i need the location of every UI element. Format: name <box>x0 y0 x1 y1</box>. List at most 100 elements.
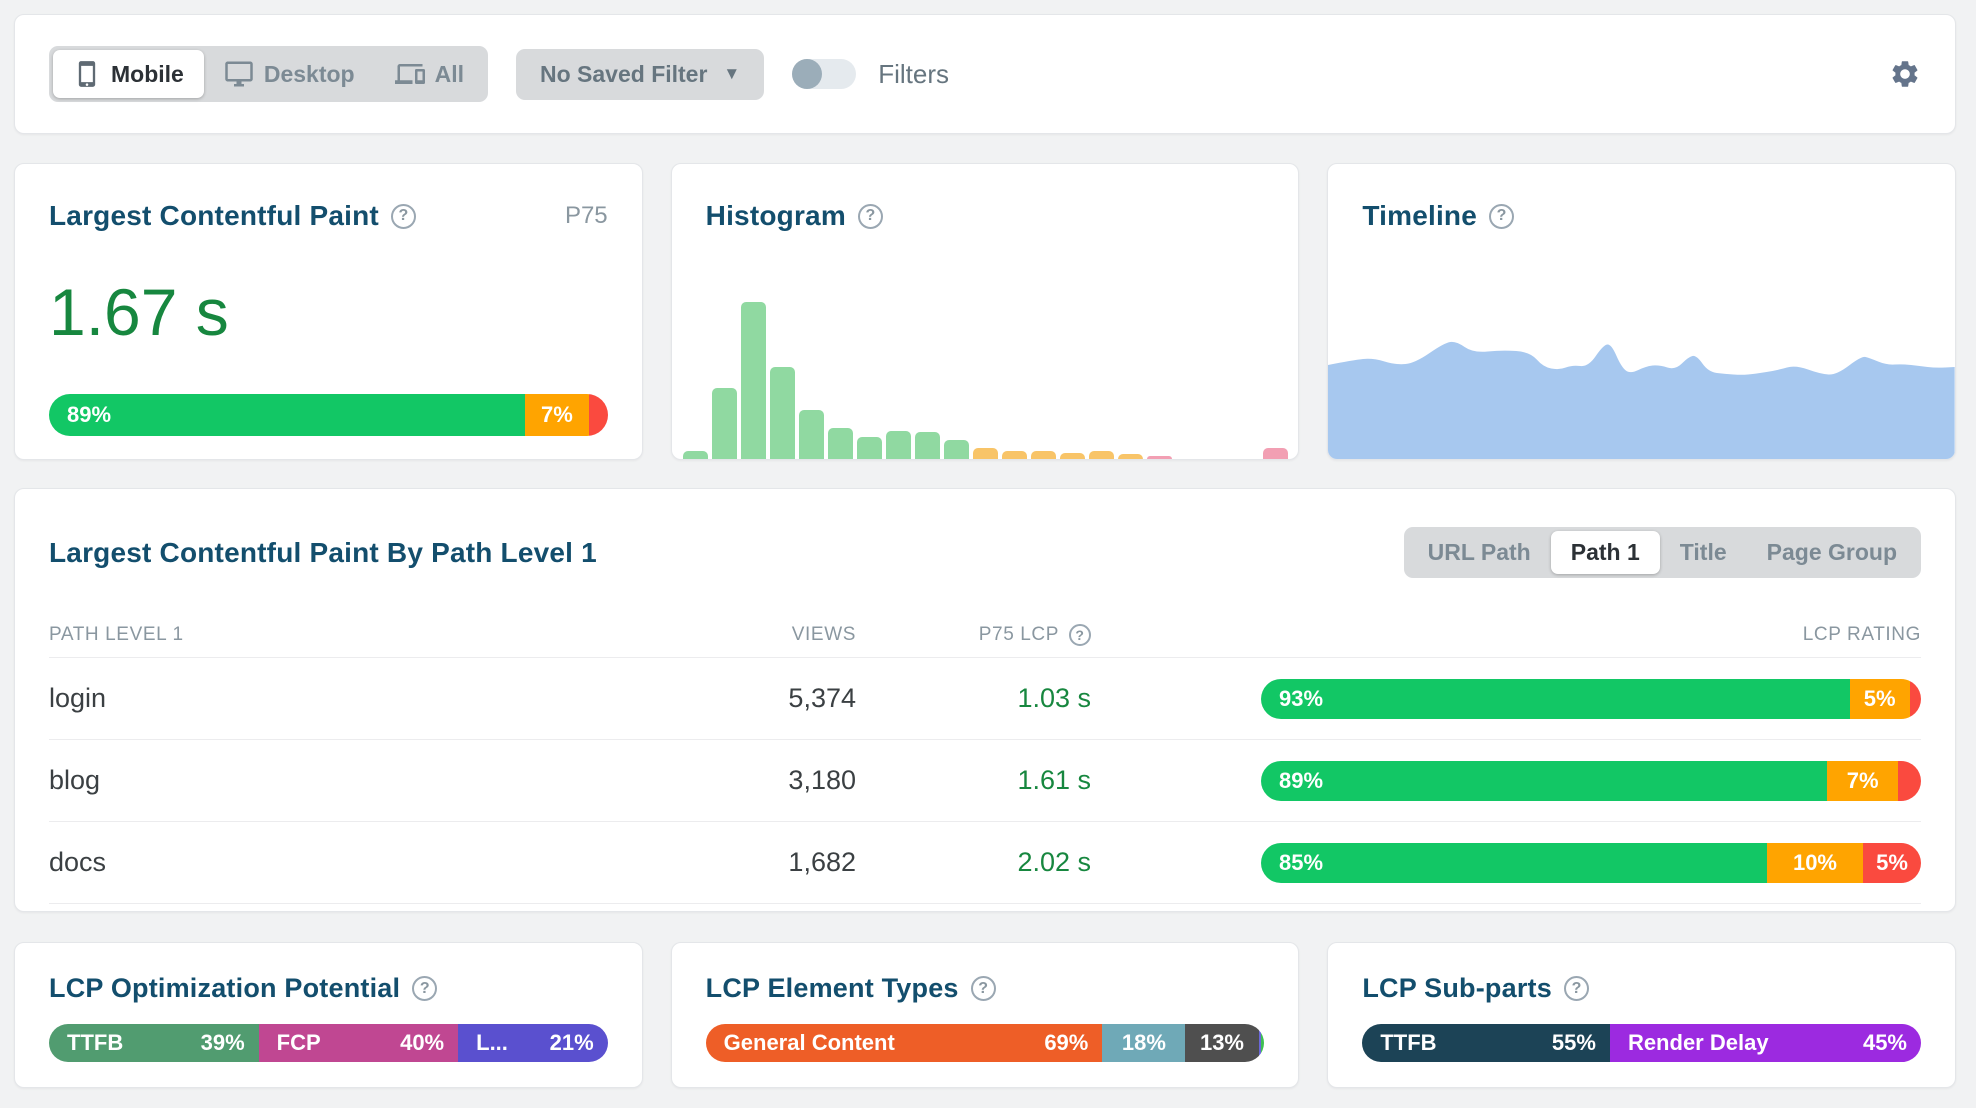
segment-percent: 18% <box>1121 1030 1166 1055</box>
toolbar: Mobile Desktop All No Saved Filter ▼ Fil… <box>14 14 1956 134</box>
timeline-card: Timeline ? <box>1327 163 1956 460</box>
device-tab-label: All <box>434 60 464 87</box>
rating-segment-poor <box>1909 678 1921 719</box>
histogram-bar <box>769 367 795 459</box>
histogram-card-title: Histogram <box>705 200 846 231</box>
segment-percent: 40% <box>400 1030 445 1055</box>
help-icon[interactable]: ? <box>390 203 416 229</box>
all-devices-icon <box>394 59 425 89</box>
histogram-bar <box>943 440 969 459</box>
device-tab-desktop[interactable]: Desktop <box>204 50 375 98</box>
device-tab-all[interactable]: All <box>375 50 484 98</box>
breakdown-title: Largest Contentful Paint By Path Level 1 <box>49 536 597 568</box>
histogram-bar <box>1146 456 1172 459</box>
overview-cards-row: Largest Contentful Paint ? P75 1.67 s 89… <box>14 163 1956 460</box>
filters-label: Filters <box>878 58 950 89</box>
help-icon[interactable]: ? <box>857 203 883 229</box>
histogram-bar <box>740 302 766 459</box>
desktop-monitor-icon <box>224 59 254 89</box>
histogram-bar <box>1001 451 1027 459</box>
lcp-element-types-card: LCP Element Types ? General Content 69% 18… <box>670 942 1300 1088</box>
path-cell: login <box>49 683 107 713</box>
device-tab-mobile[interactable]: Mobile <box>53 50 204 98</box>
stack-segment: TTFB 55% <box>1362 1024 1610 1062</box>
path-cell: docs <box>49 847 107 877</box>
card-title: LCP Element Types <box>705 973 959 1003</box>
optimization-potential-bar: TTFB 39% FCP 40% L... 21% <box>49 1024 608 1062</box>
filters-toggle[interactable] <box>792 59 857 89</box>
segment-percent: 45% <box>1862 1030 1907 1055</box>
histogram-bar <box>972 448 998 459</box>
segment-percent: 21% <box>549 1030 594 1055</box>
table-row: docs 1,682 2.02 s 85% 10% 5% <box>49 822 1921 904</box>
histogram-bar <box>1088 451 1114 459</box>
histogram-bar <box>856 437 882 459</box>
segment-label: General Content <box>723 1030 895 1055</box>
device-segmented-control: Mobile Desktop All <box>49 46 488 102</box>
bottom-cards-row: LCP Optimization Potential ? TTFB 39% FCP 4… <box>14 942 1956 1088</box>
rating-segment-good: 93% <box>1261 678 1850 719</box>
saved-filter-dropdown[interactable]: No Saved Filter ▼ <box>515 48 765 100</box>
lcp-histogram-chart <box>682 302 1288 459</box>
lcp-rating-bar: 89% 7% <box>49 394 608 436</box>
segment-percent: 13% <box>1199 1030 1244 1055</box>
lcp-value: 1.67 s <box>49 275 229 349</box>
toggle-knob <box>792 59 823 89</box>
tab-path-1[interactable]: Path 1 <box>1550 531 1660 574</box>
rating-segment-poor <box>589 394 608 436</box>
mobile-phone-icon <box>73 60 101 88</box>
p75-lcp-cell: 1.03 s <box>1017 683 1091 713</box>
tab-url-path[interactable]: URL Path <box>1427 539 1531 565</box>
settings-gear-icon[interactable] <box>1889 58 1921 90</box>
saved-filter-label: No Saved Filter <box>539 60 708 87</box>
lcp-optimization-potential-card: LCP Optimization Potential ? TTFB 39% FCP 4… <box>14 942 643 1088</box>
table-row: login 5,374 1.03 s 93% 5% <box>49 658 1921 740</box>
column-header-rating: LCP RATING <box>1802 623 1921 645</box>
histogram-bar <box>711 388 737 459</box>
rating-cell: 85% 10% 5% <box>1091 842 1921 883</box>
histogram-bar <box>827 428 853 459</box>
histogram-bar <box>914 432 940 459</box>
filters-toggle-group: Filters <box>792 59 949 90</box>
segment-label: TTFB <box>1380 1030 1437 1055</box>
help-icon[interactable]: ? <box>1489 203 1515 229</box>
stack-segment: General Content 69% <box>705 1024 1103 1062</box>
caret-down-icon: ▼ <box>723 64 741 83</box>
rating-segment-mid: 10% <box>1766 842 1864 883</box>
views-cell: 1,682 <box>788 847 856 877</box>
help-icon[interactable]: ? <box>1563 976 1589 1001</box>
card-title: LCP Optimization Potential <box>49 973 401 1003</box>
histogram-bar <box>1059 453 1085 459</box>
segment-percent: 39% <box>200 1030 245 1055</box>
table-body: login 5,374 1.03 s 93% 5% blog 3,180 1.61 s 89% 7… <box>49 658 1921 904</box>
row-rating-bar: 93% 5% <box>1261 678 1921 719</box>
histogram-bar <box>798 410 824 459</box>
tab-title[interactable]: Title <box>1679 539 1727 565</box>
help-icon[interactable]: ? <box>412 976 438 1001</box>
rating-cell: 93% 5% <box>1091 678 1921 719</box>
rating-segment-mid: 5% <box>1849 678 1910 719</box>
column-header-p75: P75 LCP <box>978 623 1059 645</box>
stack-segment <box>1260 1024 1265 1062</box>
timeline-card-title: Timeline <box>1362 200 1478 231</box>
stack-segment: FCP 40% <box>258 1024 459 1062</box>
help-icon[interactable]: ? <box>970 976 996 1001</box>
lcp-timeline-chart <box>1328 341 1955 459</box>
column-header-views: VIEWS <box>791 623 856 645</box>
segment-percent: 69% <box>1044 1030 1089 1055</box>
rating-segment-good: 89% <box>49 394 525 436</box>
sub-parts-bar: TTFB 55% Render Delay 45% <box>1362 1024 1921 1062</box>
segment-label: Render Delay <box>1627 1030 1769 1055</box>
help-icon[interactable]: ? <box>1069 623 1091 646</box>
tab-page-group[interactable]: Page Group <box>1766 539 1897 565</box>
rating-segment-good: 85% <box>1261 842 1767 883</box>
histogram-bar <box>682 451 708 459</box>
row-rating-bar: 85% 10% 5% <box>1261 842 1921 883</box>
percentile-label: P75 <box>564 202 608 229</box>
segment-label: TTFB <box>67 1030 124 1055</box>
p75-lcp-cell: 1.61 s <box>1017 765 1091 795</box>
views-cell: 3,180 <box>788 765 856 795</box>
views-cell: 5,374 <box>788 683 856 713</box>
table-row: blog 3,180 1.61 s 89% 7% <box>49 740 1921 822</box>
stack-segment: Render Delay 45% <box>1609 1024 1921 1062</box>
